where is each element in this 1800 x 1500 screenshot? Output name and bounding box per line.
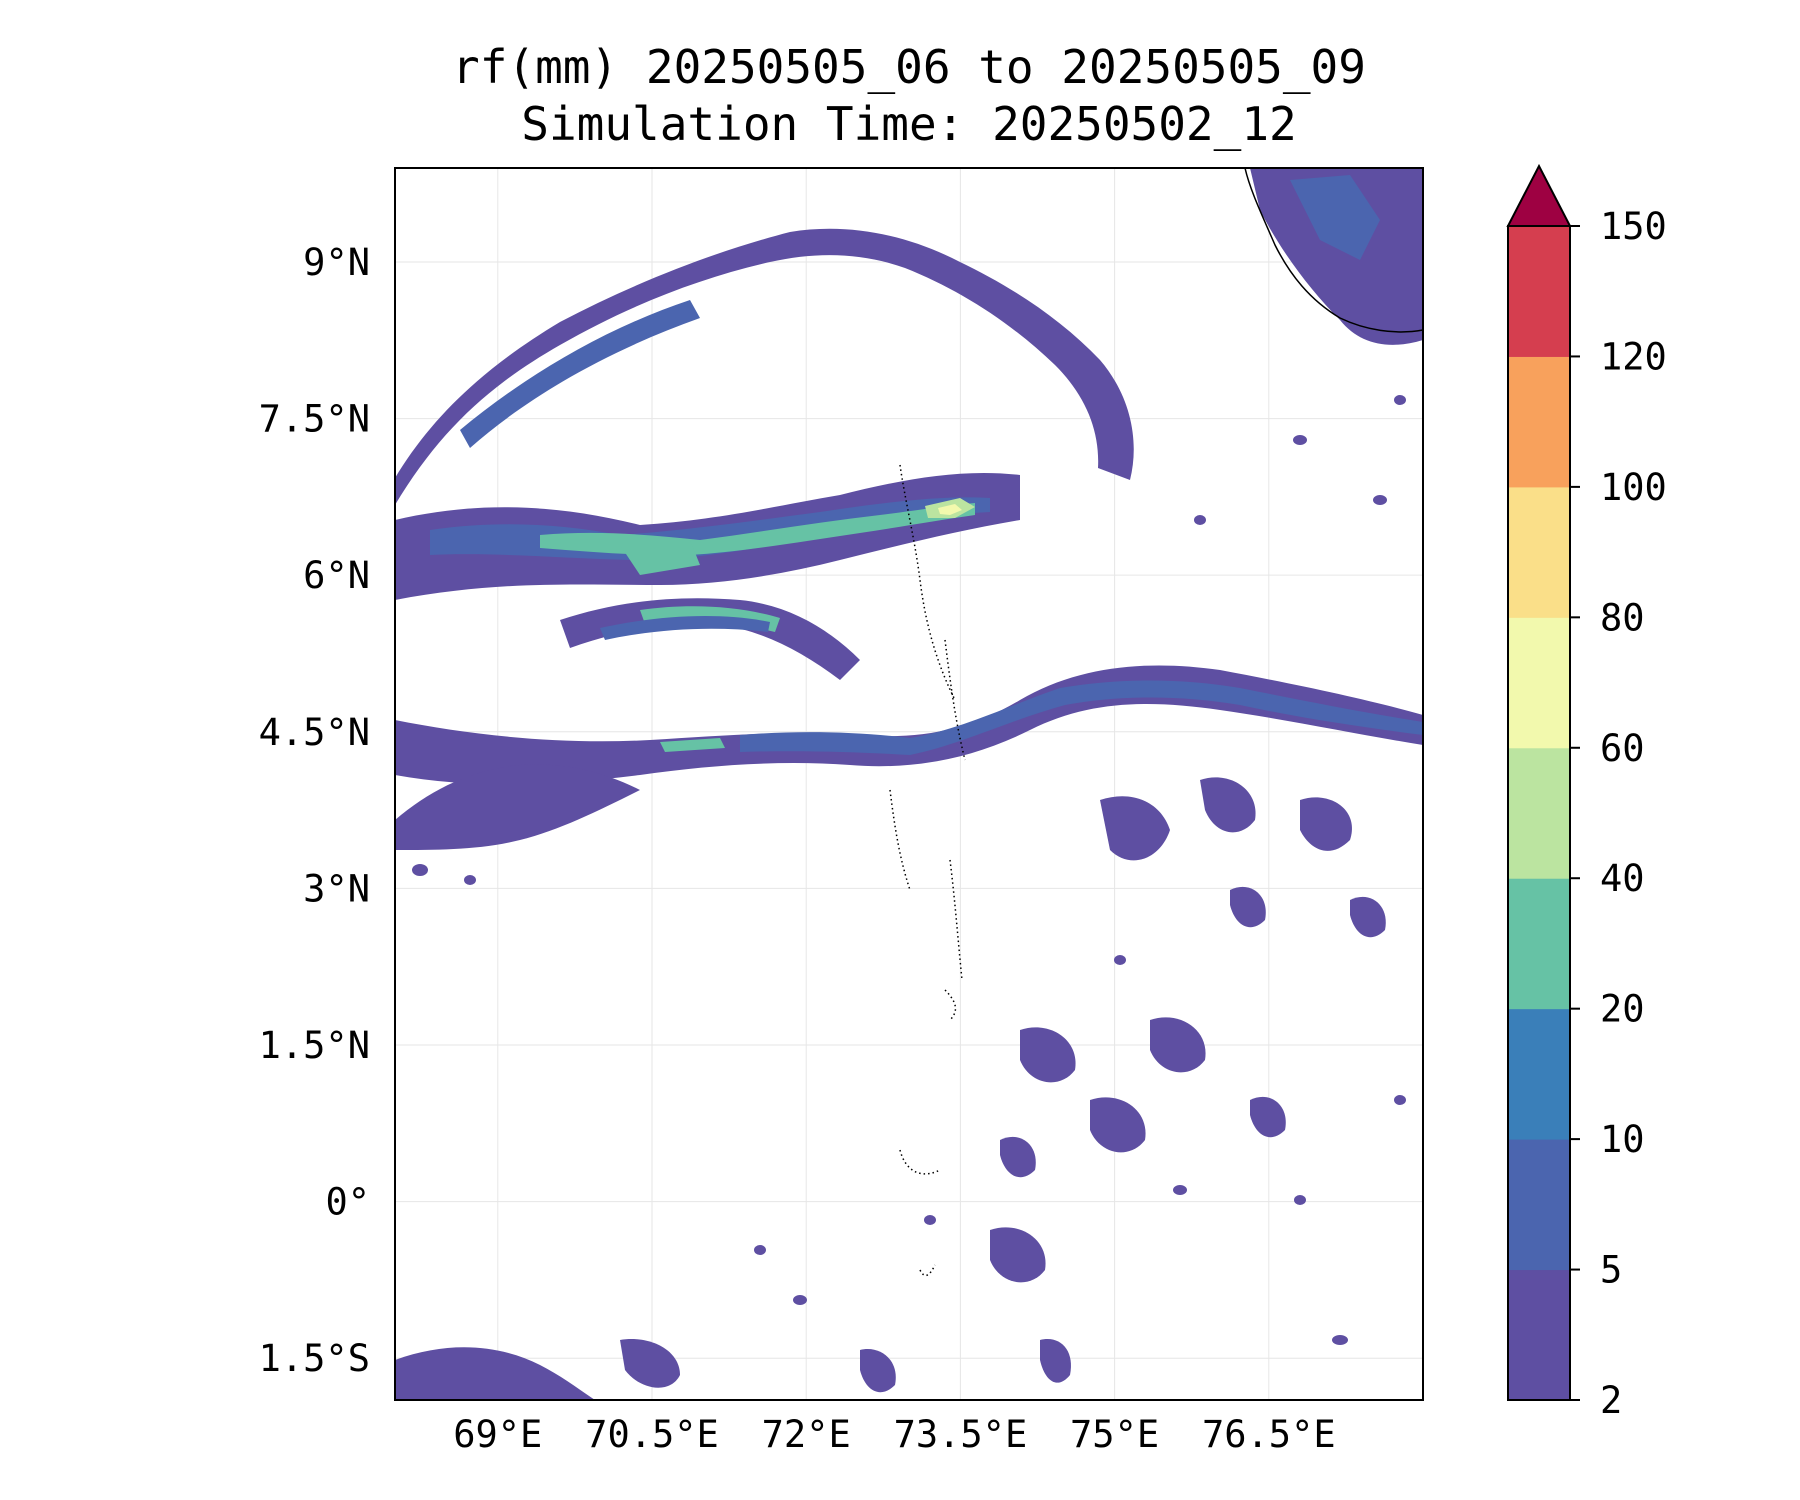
y-tick-label: 3°N [303, 867, 370, 910]
rain-speck [412, 864, 428, 876]
colorbar-extend-triangle [1506, 163, 1572, 227]
x-tick-label: 73.5°E [894, 1413, 1028, 1456]
colorbar-segment [1508, 1139, 1570, 1271]
y-tick-label: 4.5°N [259, 711, 370, 754]
rainfall-field [395, 168, 1423, 1400]
colorbar-segment [1508, 356, 1570, 488]
rain-band-southern-arc [395, 1347, 595, 1400]
rain-speck [1294, 1195, 1306, 1205]
rain-cell-south-bottom-1 [620, 1339, 680, 1388]
island-outline [944, 639, 966, 761]
colorbar-tick-label: 40 [1600, 857, 1645, 900]
colorbar-tick-label: 80 [1600, 596, 1645, 639]
map-frame [394, 167, 1424, 1401]
rain-cell-northeast-core [1290, 175, 1380, 260]
rain-band-southwest-arc [395, 764, 640, 850]
colorbar-segment [1508, 1269, 1570, 1401]
rain-cell-south-1 [1020, 1027, 1076, 1083]
island-outline [889, 789, 911, 891]
rain-speck [1373, 495, 1387, 505]
colorbar-frame [1507, 225, 1571, 1401]
rain-speck [1114, 955, 1126, 965]
rain-cell-northeast [1250, 168, 1423, 345]
rain-cell-east-5 [1350, 896, 1386, 938]
rain-speck [464, 875, 476, 885]
rain-band-middle-2 [600, 616, 770, 640]
rain-cell-east-2 [1200, 777, 1256, 833]
rain-band-upper-moderate [540, 503, 975, 556]
rain-band-middle [560, 598, 860, 680]
rain-speck [1394, 1095, 1406, 1105]
colorbar-tick-label: 20 [1600, 988, 1645, 1031]
x-axis-ticks: 69°E 70.5°E 72°E 73.5°E 75°E 76.5°E [453, 1413, 1335, 1456]
map-panel [394, 167, 1424, 1401]
rain-band-northern-arc-fringe [460, 300, 700, 448]
x-tick-label: 75°E [1070, 1413, 1159, 1456]
rain-speck [1332, 1335, 1348, 1345]
colorbar-segment [1508, 226, 1570, 357]
colorbar-tick-label: 100 [1600, 466, 1667, 509]
rain-speck [754, 1245, 766, 1255]
rain-cell-south-5 [990, 1227, 1046, 1283]
y-tick-label: 7.5°N [259, 398, 370, 441]
x-tick-label: 69°E [453, 1413, 542, 1456]
colorbar-segment [1508, 878, 1570, 1010]
title-line-2: Simulation Time: 20250502_12 [521, 97, 1296, 151]
rain-cell-south-4 [1000, 1136, 1036, 1178]
island-outline [899, 1149, 941, 1175]
y-tick-label: 1.5°N [259, 1024, 370, 1067]
rain-cell-south-bottom-3 [1040, 1339, 1071, 1383]
y-tick-label: 1.5°S [259, 1337, 370, 1380]
colorbar: 2 5 10 20 40 60 80 100 120 150 [1506, 163, 1667, 1422]
rain-cell-east-1 [1100, 796, 1170, 861]
rain-band-upper-peak [938, 504, 962, 515]
rain-band-lower-moderate [660, 738, 725, 752]
rain-cell-south-bottom-2 [860, 1349, 896, 1393]
rain-speck [1173, 1185, 1187, 1195]
colorbar-tick-label: 60 [1600, 727, 1645, 770]
rain-cell-south-3 [1150, 1017, 1206, 1073]
colorbar-segment [1508, 747, 1570, 879]
coastline-india [1244, 168, 1423, 333]
rain-band-lower-core [740, 680, 1423, 755]
y-axis-ticks: 9°N 7.5°N 6°N 4.5°N 3°N 1.5°N 0° 1.5°S [259, 241, 370, 1380]
y-tick-label: 6°N [303, 554, 370, 597]
rain-speck [1293, 435, 1307, 445]
colorbar-tick-label: 150 [1600, 205, 1667, 248]
colorbar-segment [1508, 486, 1570, 618]
rain-cell-south-2 [1090, 1097, 1146, 1153]
island-outline [944, 989, 957, 1021]
x-tick-label: 72°E [762, 1413, 851, 1456]
rain-speck [1394, 395, 1406, 405]
colorbar-tick-label: 5 [1600, 1249, 1622, 1292]
colorbar-tick-label: 120 [1600, 335, 1667, 378]
island-outline [919, 1264, 936, 1277]
x-tick-label: 70.5°E [585, 1413, 719, 1456]
colorbar-segment [1508, 1008, 1570, 1140]
rain-cell-east-3 [1300, 797, 1352, 851]
rain-speck [1194, 515, 1206, 525]
x-tick-label: 76.5°E [1202, 1413, 1336, 1456]
colorbar-segment [1508, 617, 1570, 749]
rain-speck [793, 1295, 807, 1305]
title-line-1: rf(mm) 20250505_06 to 20250505_09 [452, 40, 1366, 94]
rain-cell-east-4 [1230, 886, 1266, 928]
y-tick-label: 0° [325, 1181, 370, 1224]
rain-speck [924, 1215, 936, 1225]
rain-specks [412, 395, 1406, 1345]
colorbar-tick-label: 10 [1600, 1118, 1645, 1161]
y-tick-label: 9°N [303, 241, 370, 284]
colorbar-tick-label: 2 [1600, 1379, 1622, 1422]
rain-band-west-moderate [620, 540, 700, 575]
rain-cell-south-6 [1250, 1096, 1286, 1138]
maldives-islands [889, 464, 966, 1277]
